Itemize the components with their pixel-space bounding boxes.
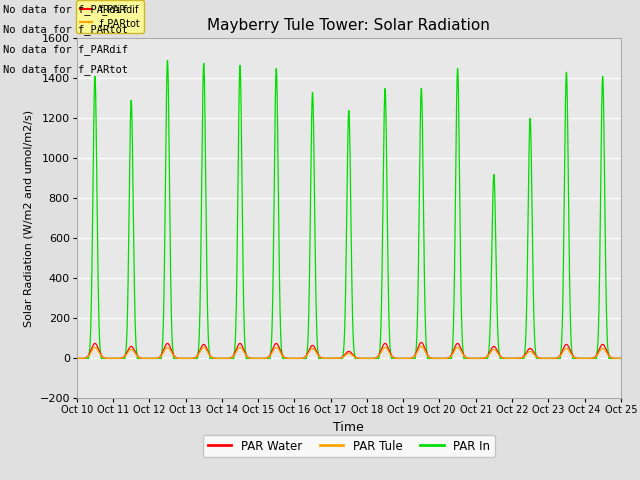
PAR Water	[617, 356, 625, 361]
PAR In	[617, 356, 625, 361]
Title: Mayberry Tule Tower: Solar Radiation: Mayberry Tule Tower: Solar Radiation	[207, 18, 490, 33]
X-axis label: Time: Time	[333, 421, 364, 434]
Text: No data for f_PARtot: No data for f_PARtot	[3, 64, 128, 75]
Legend: PAR Water, PAR Tule, PAR In: PAR Water, PAR Tule, PAR In	[203, 435, 495, 457]
Y-axis label: Solar Radiation (W/m2 and umol/m2/s): Solar Radiation (W/m2 and umol/m2/s)	[24, 110, 34, 327]
PAR Water	[588, 355, 596, 361]
PAR Water	[413, 347, 421, 353]
PAR In	[164, 58, 172, 63]
PAR Water	[417, 339, 425, 345]
Line: PAR Tule: PAR Tule	[77, 347, 621, 359]
PAR Tule	[617, 356, 625, 361]
Text: No data for f_PARtot: No data for f_PARtot	[3, 24, 128, 35]
PAR Water	[138, 355, 146, 361]
Line: PAR In: PAR In	[77, 60, 621, 359]
PAR In	[282, 356, 289, 361]
PAR Tule	[417, 344, 425, 349]
PAR Water	[282, 355, 289, 360]
PAR Tule	[138, 355, 146, 361]
PAR Water	[73, 356, 81, 361]
PAR Tule	[567, 350, 575, 356]
PAR In	[73, 356, 81, 361]
PAR Tule	[282, 355, 289, 361]
Text: No data for f_PARdif: No data for f_PARdif	[3, 4, 128, 15]
PAR In	[413, 321, 421, 326]
PAR Tule	[588, 355, 596, 361]
PAR Tule	[564, 347, 572, 352]
Text: No data for f_PARdif: No data for f_PARdif	[3, 44, 128, 55]
PAR Tule	[413, 349, 421, 355]
PAR In	[567, 325, 575, 331]
Line: PAR Water: PAR Water	[77, 342, 621, 359]
PAR In	[138, 356, 146, 361]
PAR Water	[564, 343, 572, 348]
PAR In	[588, 356, 596, 361]
PAR Tule	[73, 356, 81, 361]
PAR In	[564, 155, 572, 161]
PAR Water	[567, 348, 575, 354]
